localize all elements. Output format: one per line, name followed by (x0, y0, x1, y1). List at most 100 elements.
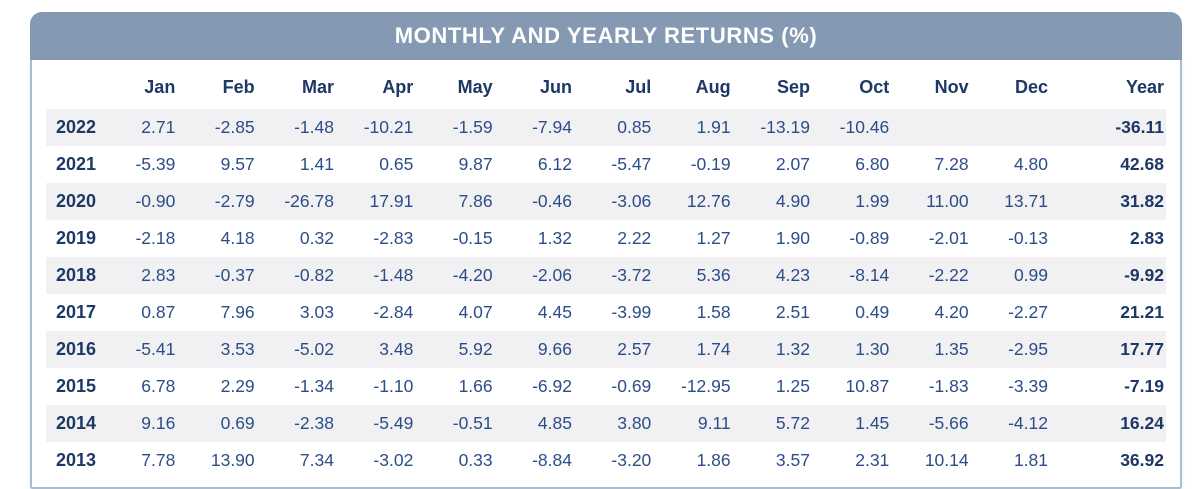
cell-2020-nov: 11.00 (926, 191, 969, 211)
cell-2018-may: -4.20 (452, 265, 493, 285)
cell-2022-dec (983, 109, 1062, 146)
table-row-2021: 2021 -5.39 9.57 1.41 0.65 9.87 6.12 -5.47 -0.19 2… (46, 146, 1166, 183)
cell-2022-may: -1.59 (452, 117, 493, 137)
cell-2015-sep: 1.25 (775, 376, 810, 396)
cell-2022-oct: -10.46 (839, 117, 890, 137)
cell-2018-apr: -1.48 (373, 265, 414, 285)
cell-2017-aug: 1.58 (696, 302, 731, 322)
row-label-2021: 2021 (56, 154, 97, 174)
cell-2022-jan: 2.71 (141, 117, 176, 137)
table-row-2020: 2020 -0.90 -2.79 -26.78 17.91 7.86 -0.46 -3.06 1… (46, 183, 1166, 220)
cell-2016-jul: 2.57 (617, 339, 652, 359)
cell-2019-nov: -2.01 (928, 228, 969, 248)
cell-2019-feb: 4.18 (220, 228, 255, 248)
table-row-2013: 2013 7.78 13.90 7.34 -3.02 0.33 -8.84 -3.20 1.86… (46, 442, 1166, 479)
cell-2014-jul: 3.80 (617, 413, 652, 433)
cell-2013-jun: -8.84 (532, 450, 572, 470)
cell-2013-year-total: 36.92 (1120, 450, 1164, 470)
column-header-year: Year (1125, 77, 1164, 97)
cell-2013-mar: 7.34 (299, 450, 334, 470)
cell-2014-jun: 4.85 (537, 413, 572, 433)
cell-2014-year-total: 16.24 (1120, 413, 1164, 433)
cell-2022-mar: -1.48 (294, 117, 334, 137)
cell-2021-nov: 7.28 (934, 154, 969, 174)
cell-2021-apr: 0.65 (379, 154, 414, 174)
cell-2018-jul: -3.72 (611, 265, 652, 285)
cell-2014-oct: 1.45 (855, 413, 890, 433)
column-header-feb: Feb (222, 77, 255, 97)
column-header-jan: Jan (144, 77, 176, 97)
cell-2013-apr: -3.02 (373, 450, 414, 470)
cell-2019-jul: 2.22 (617, 228, 652, 248)
cell-2021-dec: 4.80 (1013, 154, 1048, 174)
cell-2015-year-total: -7.19 (1124, 376, 1164, 396)
cell-2018-oct: -8.14 (849, 265, 890, 285)
cell-2019-dec: -0.13 (1008, 228, 1048, 248)
cell-2013-oct: 2.31 (855, 450, 890, 470)
cell-2021-jun: 6.12 (537, 154, 572, 174)
column-header-aug: Aug (695, 77, 731, 97)
cell-2013-jul: -3.20 (611, 450, 652, 470)
cell-2013-dec: 1.81 (1013, 450, 1048, 470)
monthly-returns-table: Jan Feb Mar Apr May Jun Jul Aug Sep Oct Nov Dec Year… (46, 64, 1166, 479)
row-label-2015: 2015 (56, 376, 97, 396)
column-header-oct: Oct (859, 77, 890, 97)
cell-2016-may: 5.92 (458, 339, 493, 359)
cell-2018-dec: 0.99 (1013, 265, 1048, 285)
cell-2018-year-total: -9.92 (1124, 265, 1164, 285)
cell-2015-oct: 10.87 (845, 376, 890, 396)
cell-2017-may: 4.07 (458, 302, 493, 322)
cell-2016-dec: -2.95 (1008, 339, 1048, 359)
cell-2016-jun: 9.66 (537, 339, 572, 359)
cell-2014-dec: -4.12 (1008, 413, 1048, 433)
cell-2018-nov: -2.22 (928, 265, 969, 285)
table-row-2018: 2018 2.83 -0.37 -0.82 -1.48 -4.20 -2.06 -3.72 5.… (46, 257, 1166, 294)
cell-2014-apr: -5.49 (373, 413, 414, 433)
cell-2021-sep: 2.07 (775, 154, 810, 174)
cell-2014-aug: 9.11 (697, 413, 731, 433)
cell-2019-mar: 0.32 (299, 228, 334, 248)
table-row-2017: 2017 0.87 7.96 3.03 -2.84 4.07 4.45 -3.99 1.58 2.… (46, 294, 1166, 331)
cell-2022-jun: -7.94 (532, 117, 572, 137)
cell-2017-jul: -3.99 (611, 302, 652, 322)
cell-2015-jun: -6.92 (532, 376, 572, 396)
cell-2019-aug: 1.27 (696, 228, 731, 248)
cell-2017-oct: 0.49 (855, 302, 890, 322)
cell-2017-dec: -2.27 (1008, 302, 1048, 322)
cell-2019-jun: 1.32 (537, 228, 572, 248)
column-header-may: May (457, 77, 493, 97)
column-header-mar: Mar (301, 77, 334, 97)
cell-2018-aug: 5.36 (696, 265, 731, 285)
cell-2020-year-total: 31.82 (1120, 191, 1164, 211)
cell-2018-sep: 4.23 (775, 265, 810, 285)
cell-2022-year-total: -36.11 (1115, 117, 1164, 137)
cell-2015-jul: -0.69 (611, 376, 652, 396)
row-label-2022: 2022 (56, 117, 97, 137)
cell-2017-jan: 0.87 (141, 302, 176, 322)
cell-2016-apr: 3.48 (379, 339, 414, 359)
column-header-blank (46, 64, 110, 109)
table-title: MONTHLY AND YEARLY RETURNS (%) (30, 12, 1182, 60)
cell-2020-apr: 17.91 (369, 191, 414, 211)
row-label-2013: 2013 (56, 450, 97, 470)
row-label-2020: 2020 (56, 191, 97, 211)
cell-2021-year-total: 42.68 (1120, 154, 1164, 174)
cell-2021-oct: 6.80 (855, 154, 890, 174)
row-label-2017: 2017 (56, 302, 97, 322)
cell-2020-dec: 13.71 (1004, 191, 1048, 211)
cell-2022-nov (903, 109, 982, 146)
cell-2020-feb: -2.79 (214, 191, 255, 211)
cell-2021-may: 9.87 (458, 154, 493, 174)
cell-2014-nov: -5.66 (928, 413, 969, 433)
cell-2022-feb: -2.85 (214, 117, 255, 137)
returns-table-rows: 2022 2.71 -2.85 -1.48 -10.21 -1.59 -7.94 0.85 1.… (46, 109, 1166, 479)
cell-2016-feb: 3.53 (220, 339, 255, 359)
cell-2016-sep: 1.32 (775, 339, 810, 359)
table-row-2016: 2016 -5.41 3.53 -5.02 3.48 5.92 9.66 2.57 1.74 1.… (46, 331, 1166, 368)
cell-2022-apr: -10.21 (363, 117, 414, 137)
cell-2015-apr: -1.10 (373, 376, 414, 396)
column-header-sep: Sep (776, 77, 810, 97)
cell-2016-mar: -5.02 (294, 339, 334, 359)
returns-table-card: MONTHLY AND YEARLY RETURNS (%) Jan Feb Mar… (30, 12, 1182, 489)
row-label-2014: 2014 (56, 413, 97, 433)
